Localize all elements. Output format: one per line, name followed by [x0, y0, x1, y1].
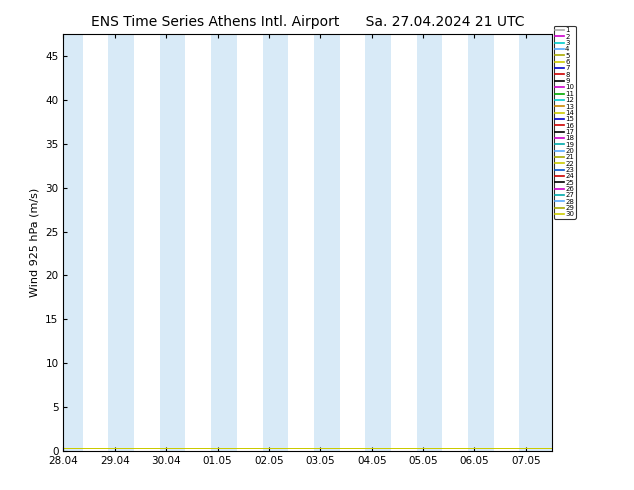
Y-axis label: Wind 925 hPa (m/s): Wind 925 hPa (m/s): [30, 188, 40, 297]
Title: ENS Time Series Athens Intl. Airport      Sa. 27.04.2024 21 UTC: ENS Time Series Athens Intl. Airport Sa.…: [91, 15, 524, 29]
Bar: [160, 34, 186, 451]
Bar: [417, 34, 443, 451]
Bar: [262, 34, 288, 451]
Bar: [365, 34, 391, 451]
Legend: 1, 2, 3, 4, 5, 6, 7, 8, 9, 10, 11, 12, 13, 14, 15, 16, 17, 18, 19, 20, 21, 22, 2: 1, 2, 3, 4, 5, 6, 7, 8, 9, 10, 11, 12, 1…: [554, 26, 576, 219]
Bar: [108, 34, 134, 451]
Bar: [211, 34, 237, 451]
Bar: [519, 34, 552, 451]
Bar: [519, 34, 545, 451]
Bar: [63, 34, 82, 451]
Bar: [468, 34, 494, 451]
Bar: [314, 34, 340, 451]
